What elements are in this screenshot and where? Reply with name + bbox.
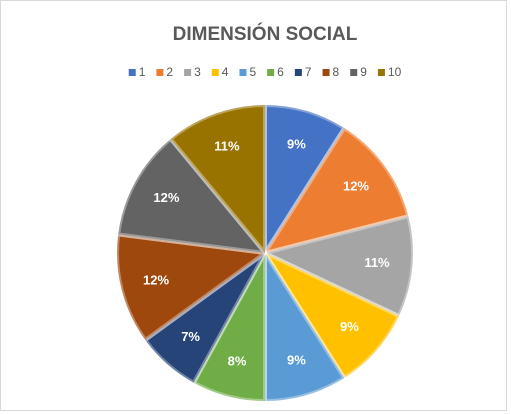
pie-slice bbox=[263, 251, 401, 380]
pie-slice bbox=[191, 251, 267, 403]
legend-label: 7 bbox=[305, 65, 312, 79]
chart-title: DIMENSIÓN SOCIAL bbox=[173, 23, 358, 45]
legend-swatch bbox=[239, 69, 247, 76]
data-label: 9% bbox=[340, 319, 359, 334]
legend-swatch bbox=[184, 69, 192, 76]
pie-slice bbox=[168, 103, 267, 255]
legend-swatch bbox=[350, 69, 358, 76]
data-label: 12% bbox=[343, 178, 369, 193]
pie-slice bbox=[263, 103, 347, 255]
data-label: 12% bbox=[153, 190, 179, 205]
legend-label: 5 bbox=[249, 65, 256, 79]
legend-swatch bbox=[267, 69, 275, 76]
pie-slice bbox=[263, 126, 411, 255]
pie-slice bbox=[263, 214, 415, 319]
legend-label: 4 bbox=[222, 65, 229, 79]
legend-label: 2 bbox=[166, 65, 173, 79]
legend-label: 6 bbox=[277, 65, 284, 79]
data-label: 7% bbox=[181, 329, 200, 344]
legend-swatch bbox=[377, 69, 385, 76]
legend-label: 9 bbox=[360, 65, 367, 79]
legend-label: 1 bbox=[139, 65, 146, 79]
legend-swatch bbox=[294, 69, 302, 76]
pie-slice bbox=[143, 251, 267, 385]
legend-swatch bbox=[322, 69, 330, 76]
data-label: 8% bbox=[228, 353, 247, 368]
legend-swatch bbox=[211, 69, 219, 76]
legend-label: 3 bbox=[194, 65, 201, 79]
pie-slice bbox=[115, 232, 267, 342]
legend-label: 8 bbox=[333, 65, 340, 79]
data-label: 11% bbox=[364, 255, 390, 270]
data-label: 9% bbox=[287, 136, 306, 151]
pie-slice bbox=[116, 136, 267, 255]
data-label: 12% bbox=[143, 272, 169, 287]
legend-swatch bbox=[156, 69, 164, 76]
data-label: 9% bbox=[287, 352, 306, 367]
legend-label: 10 bbox=[388, 65, 402, 79]
data-label: 11% bbox=[214, 139, 240, 154]
pie-slice bbox=[263, 251, 347, 403]
legend-swatch bbox=[128, 69, 136, 76]
